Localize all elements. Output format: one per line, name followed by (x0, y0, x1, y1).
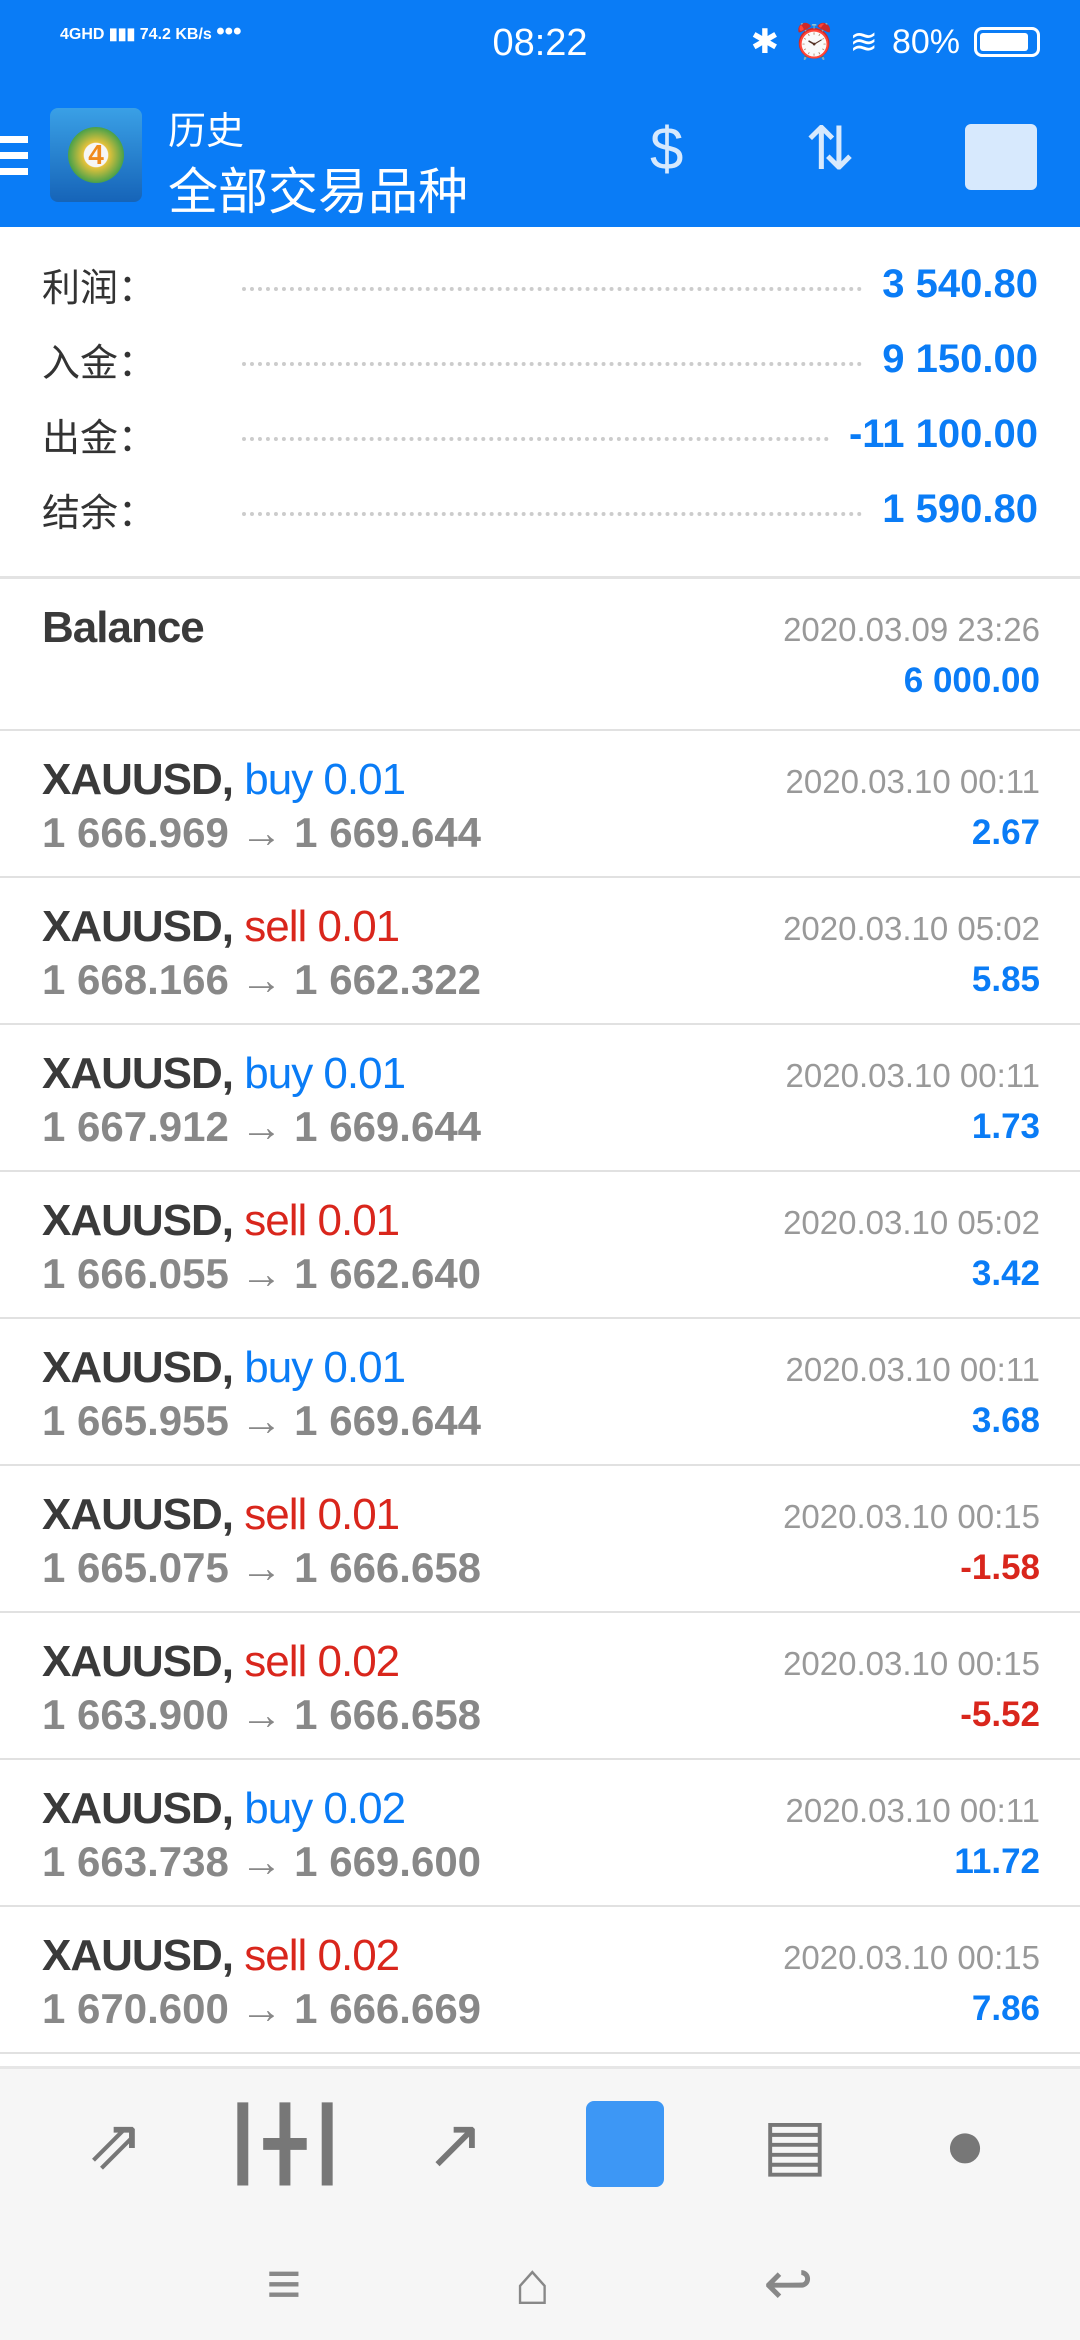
summary-row: 入金： 9 150.00 (42, 337, 1038, 385)
trade-profit: -1.58 (960, 1548, 1040, 1587)
trade-side: buy 0.01 (244, 1343, 406, 1392)
trade-date: 2020.03.10 00:11 (785, 763, 1040, 800)
home-icon[interactable]: ⌂ (514, 2250, 551, 2317)
trade-row[interactable]: XAUUSD, buy 0.01 1 667.912 → 1 669.644 2… (0, 1025, 1080, 1172)
chart-icon[interactable]: ┃╋┃ (221, 2105, 349, 2183)
trade-row[interactable]: XAUUSD, buy 0.01 1 665.955 → 1 669.644 2… (0, 1319, 1080, 1466)
trade-side: sell 0.02 (244, 1931, 400, 1980)
trade-side: buy 0.01 (244, 755, 406, 804)
wifi-icon: ≋ (849, 23, 878, 61)
bottom-nav: ⇗ ┃╋┃ ↗ ▤ ● ≡ ⌂ ↩ (0, 2066, 1080, 2340)
trade-prices: 1 663.738 → 1 669.600 (42, 1838, 482, 1885)
status-bar: 4GHD ▮▮▮ 74.2 KB/s ••• 08:22 ✱ ⏰ ≋ 80% (0, 0, 1080, 84)
trade-row[interactable]: XAUUSD, sell 0.01 1 666.055 → 1 662.640 … (0, 1172, 1080, 1319)
trade-profit: 7.86 (971, 1989, 1040, 2028)
trade-profit: 3.68 (971, 1401, 1040, 1440)
trade-side: sell 0.01 (244, 902, 400, 951)
trade-prices: 1 666.969 → 1 669.644 (42, 809, 482, 856)
trade-prices: 1 667.912 → 1 669.644 (42, 1103, 482, 1150)
dotted-leader (242, 436, 829, 441)
trade-prices: 1 665.955 → 1 669.644 (42, 1397, 482, 1444)
trade-profit: -5.52 (960, 1695, 1040, 1734)
trade-profit: 1.73 (971, 1107, 1040, 1146)
top-bar: 4GHD ▮▮▮ 74.2 KB/s ••• 08:22 ✱ ⏰ ≋ 80% 4… (0, 0, 1080, 227)
trade-date: 2020.03.10 05:02 (783, 910, 1040, 947)
news-icon[interactable]: ▤ (761, 2105, 829, 2183)
trade-side: buy 0.01 (244, 1049, 406, 1098)
recent-apps-icon[interactable]: ≡ (266, 2250, 302, 2317)
summary-row: 结余： 1 590.80 (42, 487, 1038, 535)
trade-prices: 1 668.166 → 1 662.322 (42, 956, 482, 1003)
trade-row[interactable]: XAUUSD, sell 0.02 1 663.900 → 1 666.658 … (0, 1613, 1080, 1760)
trade-side: sell 0.01 (244, 1490, 400, 1539)
trade-side: buy 0.02 (244, 1784, 406, 1833)
trade-date: 2020.03.10 05:02 (783, 1204, 1040, 1241)
summary-row: 利润： 3 540.80 (42, 262, 1038, 310)
currency-exchange-icon[interactable]: $ (650, 115, 684, 182)
trade-prices: 1 666.055 → 1 662.640 (42, 1250, 482, 1297)
network-indicator: 4GHD ▮▮▮ 74.2 KB/s ••• (60, 18, 242, 45)
menu-icon[interactable] (0, 136, 28, 184)
history-icon[interactable] (580, 2099, 670, 2189)
trade-row[interactable]: XAUUSD, sell 0.01 1 668.166 → 1 662.322 … (0, 878, 1080, 1025)
trade-prices: 1 665.075 → 1 666.658 (42, 1544, 482, 1591)
battery-percent: 80% (891, 22, 960, 61)
sort-icon[interactable]: ⇅ (805, 115, 856, 182)
trade-prices: 1 663.900 → 1 666.658 (42, 1691, 482, 1738)
clock: 08:22 (492, 22, 588, 64)
dotted-leader (242, 511, 863, 516)
page-title: 历史 (168, 111, 245, 153)
quotes-icon[interactable]: ⇗ (85, 2105, 145, 2183)
summary-row: 出金： -11 100.00 (42, 412, 1038, 460)
alarm-icon: ⏰ (793, 23, 836, 61)
trade-date: 2020.03.10 00:11 (785, 1351, 1040, 1388)
chat-icon[interactable]: ● (943, 2105, 987, 2183)
dotted-leader (242, 361, 863, 366)
trade-prices: 1 670.600 → 1 666.669 (42, 1985, 482, 2032)
trade-date: 2020.03.10 00:15 (783, 1498, 1040, 1535)
trade-side: sell 0.02 (244, 1637, 400, 1686)
balance-row[interactable]: Balance 2020.03.09 23:26 6 000.00 (0, 579, 1080, 731)
trade-row[interactable]: XAUUSD, sell 0.02 1 670.600 → 1 666.669 … (0, 1907, 1080, 2054)
trade-row[interactable]: XAUUSD, buy 0.01 1 666.969 → 1 669.644 2… (0, 731, 1080, 878)
symbol-filter[interactable]: 全部交易品种 (168, 164, 468, 220)
trade-row[interactable]: XAUUSD, sell 0.01 1 665.075 → 1 666.658 … (0, 1466, 1080, 1613)
trade-date: 2020.03.10 00:11 (785, 1057, 1040, 1094)
battery-icon (974, 27, 1040, 57)
trade-side: sell 0.01 (244, 1196, 400, 1245)
bluetooth-icon: ✱ (750, 23, 780, 61)
trade-date: 2020.03.10 00:15 (783, 1939, 1040, 1976)
trade-profit: 5.85 (971, 960, 1040, 999)
mt4-logo: 4 (50, 108, 142, 202)
trade-row[interactable]: XAUUSD, buy 0.02 1 663.738 → 1 669.600 2… (0, 1760, 1080, 1907)
trade-profit: 11.72 (954, 1842, 1040, 1881)
trade-icon[interactable]: ↗ (425, 2105, 485, 2183)
trade-date: 2020.03.10 00:11 (785, 1792, 1040, 1829)
trade-profit: 2.67 (971, 813, 1040, 852)
back-icon[interactable]: ↩ (763, 2250, 814, 2317)
trade-profit: 3.42 (971, 1254, 1040, 1293)
dotted-leader (242, 286, 863, 291)
calendar-contact-icon[interactable] (965, 124, 1037, 190)
summary: 利润： 3 540.80 入金： 9 150.00 出金： -11 100.00 结余： 1 … (0, 227, 1080, 579)
trade-date: 2020.03.10 00:15 (783, 1645, 1040, 1682)
